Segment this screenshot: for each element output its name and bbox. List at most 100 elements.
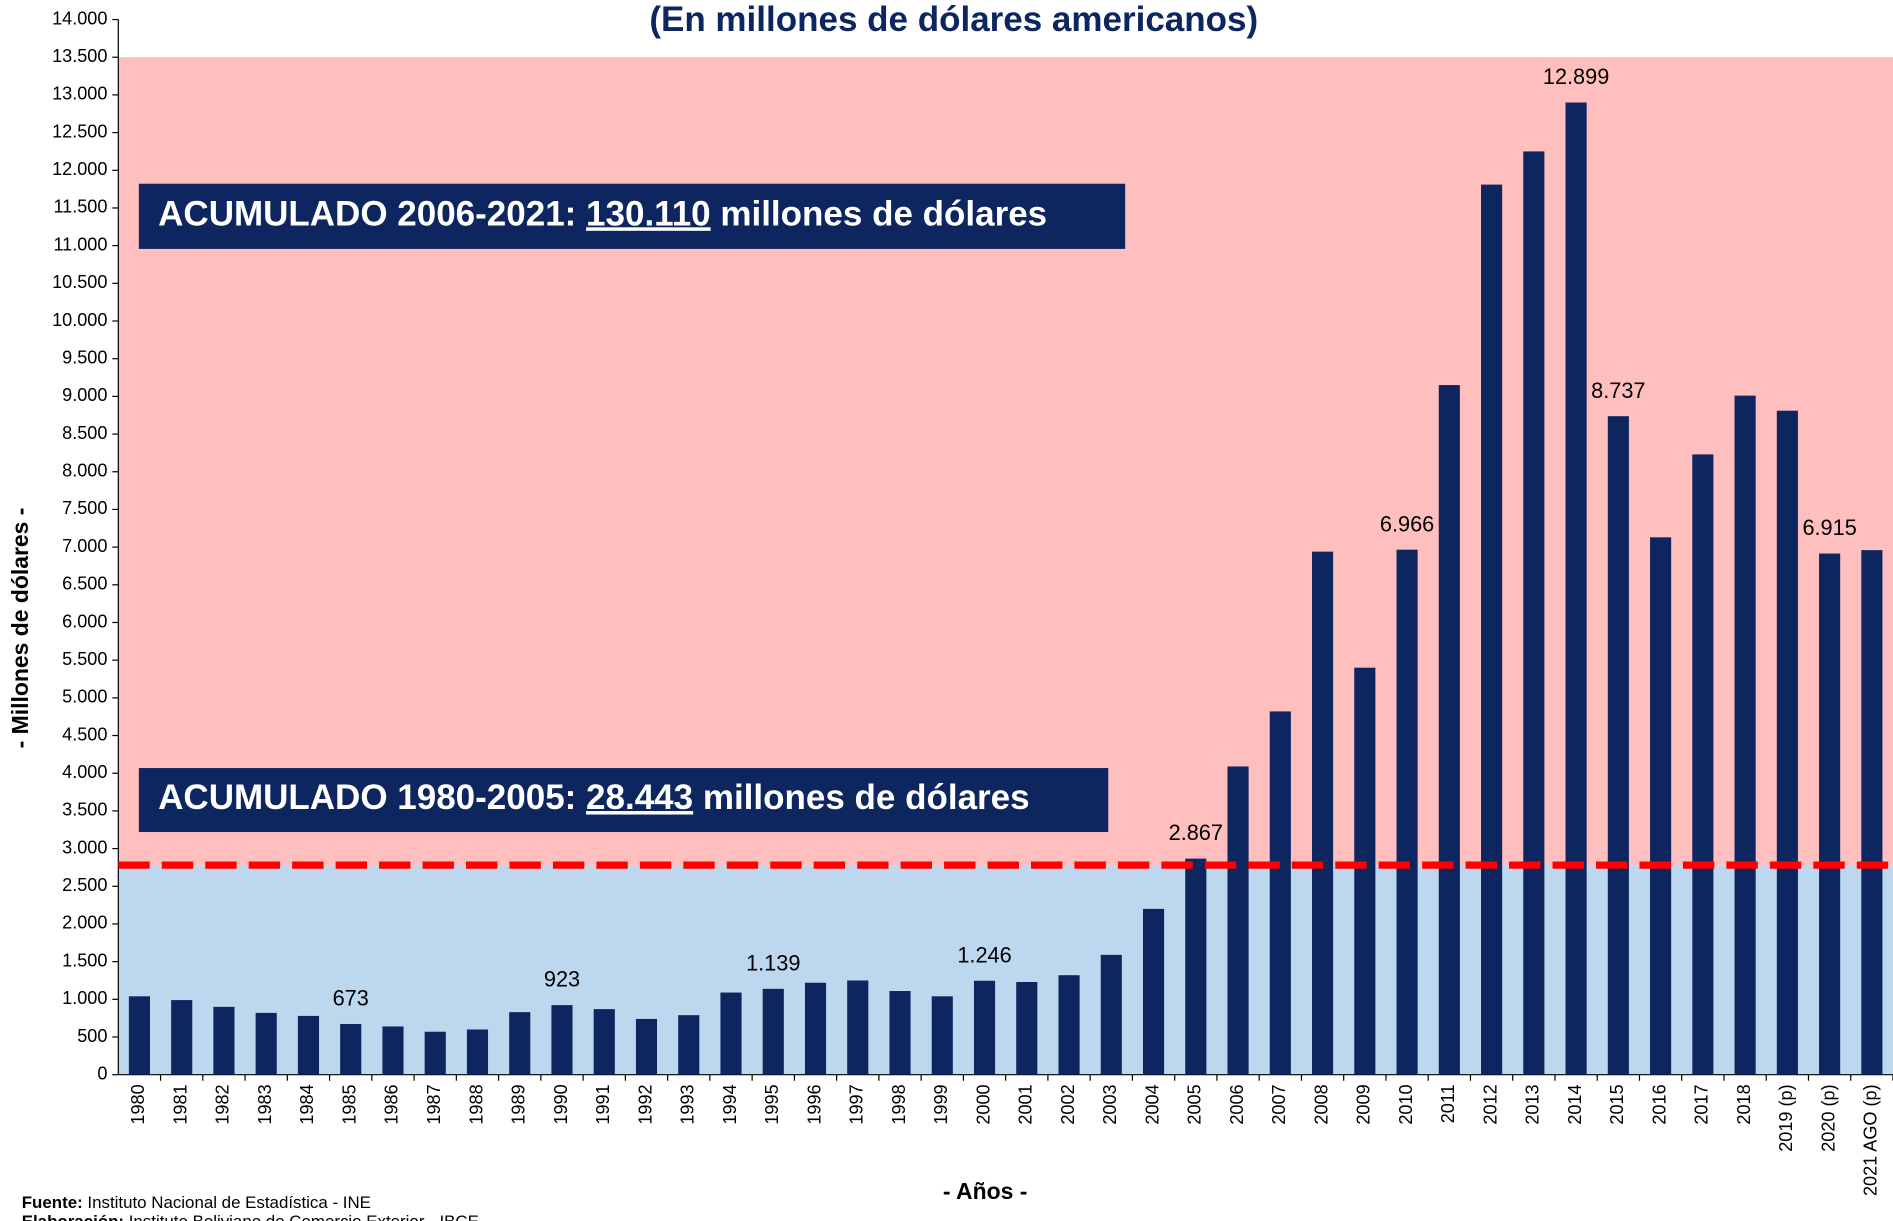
data-label: 6.966 bbox=[1380, 511, 1434, 536]
x-tick-label: 1992 bbox=[635, 1084, 655, 1124]
y-tick-label: 11.000 bbox=[53, 234, 107, 254]
bar bbox=[678, 1015, 700, 1075]
source-text: Instituto Nacional de Estadística - INE bbox=[83, 1193, 371, 1212]
x-tick-label: 1995 bbox=[762, 1084, 782, 1124]
bar bbox=[509, 1012, 531, 1075]
y-tick-label: 3.500 bbox=[62, 800, 107, 820]
x-tick-label: 2010 bbox=[1396, 1084, 1416, 1124]
bar bbox=[804, 982, 827, 1075]
bar bbox=[847, 980, 869, 1075]
bar bbox=[382, 1026, 404, 1075]
y-tick-label: 10.500 bbox=[52, 272, 107, 292]
y-tick-label: 5.500 bbox=[62, 649, 107, 669]
x-tick-label: 1985 bbox=[339, 1084, 359, 1124]
credit-label: Elaboración: bbox=[22, 1213, 124, 1221]
bar bbox=[1523, 151, 1545, 1075]
y-tick-label: 13.000 bbox=[52, 84, 107, 104]
shaded-range bbox=[118, 865, 1893, 1075]
y-tick-label: 2.500 bbox=[62, 875, 107, 895]
bar bbox=[1734, 395, 1756, 1075]
bar bbox=[1269, 711, 1291, 1075]
x-tick-label: 1989 bbox=[509, 1084, 529, 1124]
y-tick-label: 0 bbox=[97, 1063, 107, 1083]
y-tick-label: 8.500 bbox=[62, 423, 107, 443]
y-tick-label: 3.000 bbox=[62, 837, 107, 857]
x-tick-label: 1980 bbox=[128, 1084, 148, 1124]
y-tick-label: 10.000 bbox=[52, 310, 107, 330]
x-tick-label: 2003 bbox=[1100, 1084, 1120, 1124]
bar bbox=[1354, 667, 1376, 1075]
x-tick-label: 1993 bbox=[678, 1084, 698, 1124]
x-tick-label: 1991 bbox=[593, 1084, 613, 1124]
y-tick-label: 7.500 bbox=[62, 498, 107, 518]
chart-title: (En millones de dólares americanos) bbox=[649, 0, 1258, 39]
bar bbox=[213, 1006, 235, 1075]
x-tick-label: 2019 (p) bbox=[1776, 1084, 1796, 1151]
x-tick-label: 2004 bbox=[1142, 1084, 1162, 1124]
x-tick-label: 2017 bbox=[1692, 1084, 1712, 1124]
annotation-prefix: ACUMULADO 2006-2021: bbox=[158, 195, 586, 234]
x-tick-label: 1996 bbox=[804, 1084, 824, 1124]
bar bbox=[1650, 537, 1672, 1075]
x-axis-label: - Años - bbox=[943, 1178, 1027, 1204]
bar bbox=[128, 996, 151, 1075]
bar bbox=[593, 1009, 615, 1075]
x-tick-label: 1997 bbox=[847, 1084, 867, 1124]
bar bbox=[340, 1023, 362, 1075]
bar bbox=[1396, 549, 1418, 1075]
bar bbox=[1565, 102, 1587, 1075]
bar bbox=[889, 991, 911, 1075]
bar bbox=[1227, 766, 1249, 1075]
source: Fuente: Instituto Nacional de Estadístic… bbox=[22, 1193, 371, 1212]
y-tick-label: 14.000 bbox=[52, 8, 107, 28]
annotation: ACUMULADO 2006-2021: 130.110 millones de… bbox=[158, 195, 1047, 234]
data-label: 6.915 bbox=[1802, 515, 1856, 540]
bar bbox=[635, 1018, 658, 1075]
y-tick-label: 12.000 bbox=[52, 159, 107, 179]
x-tick-label: 1987 bbox=[424, 1084, 444, 1124]
bar bbox=[1312, 551, 1334, 1075]
bar bbox=[762, 988, 784, 1075]
x-tick-label: 2015 bbox=[1607, 1084, 1627, 1124]
annotation-suffix: millones de dólares bbox=[711, 195, 1047, 234]
data-label: 673 bbox=[333, 986, 369, 1011]
x-tick-label: 2002 bbox=[1058, 1084, 1078, 1124]
bar bbox=[931, 996, 953, 1075]
credit-text: Instituto Boliviano de Comercio Exterior… bbox=[124, 1213, 479, 1221]
x-tick-label: 1986 bbox=[382, 1084, 402, 1124]
x-tick-label: 2013 bbox=[1523, 1084, 1543, 1124]
y-tick-label: 4.500 bbox=[62, 724, 107, 744]
annotation-amount: 28.443 bbox=[586, 778, 693, 817]
y-tick-label: 5.000 bbox=[62, 687, 107, 707]
bar bbox=[1185, 858, 1207, 1075]
x-tick-label: 2001 bbox=[1016, 1084, 1036, 1124]
y-tick-label: 500 bbox=[77, 1026, 107, 1046]
data-label: 2.867 bbox=[1169, 820, 1223, 845]
bar bbox=[297, 1015, 320, 1075]
x-tick-label: 2006 bbox=[1227, 1084, 1247, 1124]
y-tick-label: 1.500 bbox=[62, 950, 107, 970]
bar bbox=[466, 1029, 489, 1075]
x-tick-label: 2008 bbox=[1311, 1084, 1331, 1124]
y-tick-label: 11.500 bbox=[53, 197, 107, 217]
x-tick-label: 1998 bbox=[889, 1084, 909, 1124]
annotation-suffix: millones de dólares bbox=[693, 778, 1029, 817]
y-tick-label: 1.000 bbox=[62, 988, 107, 1008]
bar bbox=[1016, 981, 1038, 1075]
x-tick-label: 1981 bbox=[170, 1084, 190, 1124]
bar bbox=[720, 992, 742, 1075]
bar bbox=[1142, 908, 1165, 1075]
y-axis-label: - Millones de dólares - bbox=[7, 508, 33, 749]
x-tick-label: 2018 bbox=[1734, 1084, 1754, 1124]
bar bbox=[1607, 416, 1629, 1075]
annotation-amount: 130.110 bbox=[586, 195, 711, 234]
x-tick-label: 2007 bbox=[1269, 1084, 1289, 1124]
bar bbox=[1819, 553, 1841, 1075]
bar bbox=[1438, 385, 1460, 1075]
annotation-box bbox=[138, 768, 1109, 833]
y-tick-label: 6.500 bbox=[62, 574, 107, 594]
x-tick-label: 1984 bbox=[297, 1084, 317, 1124]
x-tick-label: 2012 bbox=[1480, 1084, 1500, 1124]
x-tick-label: 2000 bbox=[973, 1084, 993, 1124]
